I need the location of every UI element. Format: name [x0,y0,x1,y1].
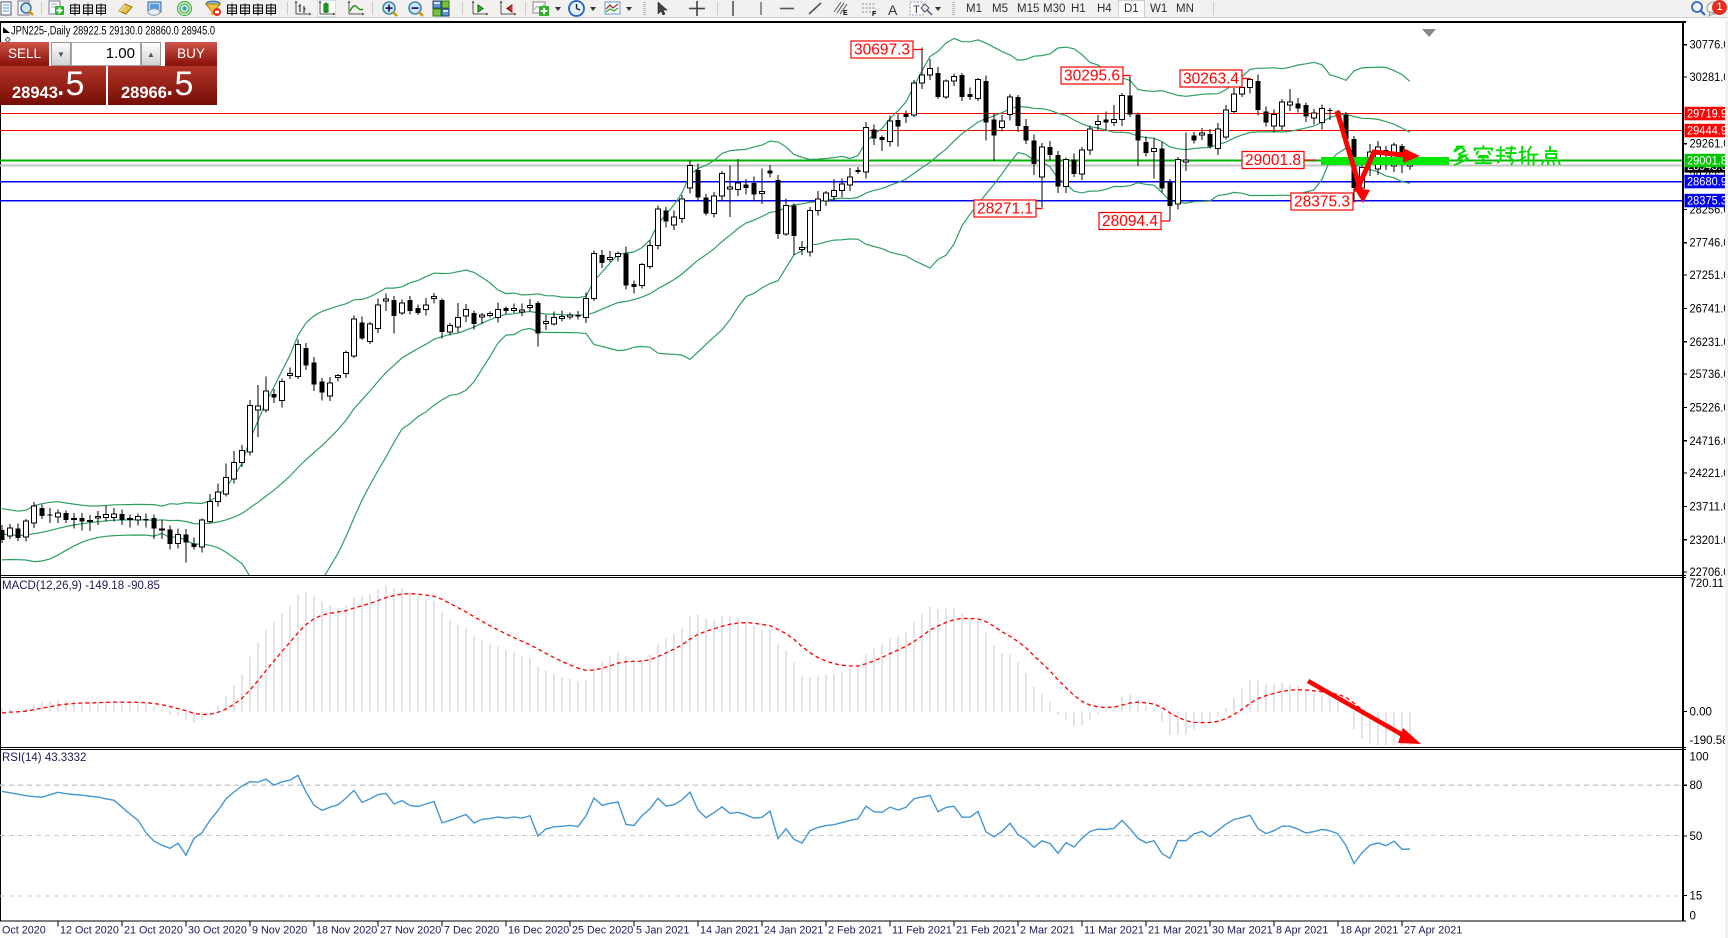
svg-text:21 Oct 2020: 21 Oct 2020 [124,925,183,937]
svg-text:28271.1: 28271.1 [977,201,1033,218]
svg-text:29261.0: 29261.0 [1690,139,1728,151]
svg-text:18 Apr 2021: 18 Apr 2021 [1340,925,1398,937]
svg-text:7 Dec 2020: 7 Dec 2020 [444,925,499,937]
svg-text:30 Oct 2020: 30 Oct 2020 [188,925,247,937]
svg-text:T: T [913,4,920,16]
svg-text:18 Nov 2020: 18 Nov 2020 [316,925,377,937]
svg-text:23201.0: 23201.0 [1690,535,1728,547]
svg-text:30263.4: 30263.4 [1183,71,1239,88]
svg-text:25736.0: 25736.0 [1690,369,1728,381]
svg-text:100: 100 [1690,752,1709,764]
svg-text:29001.8: 29001.8 [1687,156,1727,168]
svg-text:28375.3: 28375.3 [1294,194,1350,211]
svg-text:8 Apr 2021: 8 Apr 2021 [1276,925,1328,937]
svg-text:30295.6: 30295.6 [1064,68,1120,85]
svg-text:26741.0: 26741.0 [1690,303,1728,315]
svg-text:720.11: 720.11 [1690,578,1724,590]
svg-text:27251.0: 27251.0 [1690,270,1728,282]
svg-text:23711.0: 23711.0 [1690,502,1728,514]
svg-text:27 Nov 2020: 27 Nov 2020 [380,925,441,937]
svg-text:F: F [872,11,877,17]
svg-text:28680.9: 28680.9 [1687,177,1727,189]
svg-text:0.00: 0.00 [1690,707,1712,719]
svg-text:9 Nov 2020: 9 Nov 2020 [252,925,307,937]
svg-text:25 Dec 2020: 25 Dec 2020 [572,925,633,937]
svg-text:24221.0: 24221.0 [1690,468,1728,480]
svg-text:27746.0: 27746.0 [1690,238,1728,250]
svg-text:28094.4: 28094.4 [1102,213,1158,230]
svg-text:30 Mar 2021: 30 Mar 2021 [1212,925,1273,937]
svg-text:MACD(12,26,9) -149.18 -90.85: MACD(12,26,9) -149.18 -90.85 [2,580,160,592]
svg-text:2 Feb 2021: 2 Feb 2021 [828,925,883,937]
svg-text:22706.0: 22706.0 [1690,567,1728,579]
svg-text:11 Mar 2021: 11 Mar 2021 [1084,925,1144,937]
svg-text:0: 0 [1690,911,1696,923]
svg-text:29444.9: 29444.9 [1687,126,1727,138]
svg-text:28375.3: 28375.3 [1687,196,1727,208]
svg-text:21 Mar 2021: 21 Mar 2021 [1148,925,1209,937]
svg-text:24716.0: 24716.0 [1690,436,1728,448]
svg-text:Oct 2020: Oct 2020 [2,925,46,937]
svg-text:-190.58: -190.58 [1690,735,1728,747]
svg-text:30697.3: 30697.3 [854,42,910,59]
svg-text:JPN225-,Daily 28922.5 29130.0: JPN225-,Daily 28922.5 29130.0 28860.0 28… [11,26,215,38]
svg-text:2 Mar 2021: 2 Mar 2021 [1020,925,1075,937]
svg-text:11 Feb 2021: 11 Feb 2021 [892,925,952,937]
svg-text:5 Jan 2021: 5 Jan 2021 [636,925,689,937]
svg-text:26231.0: 26231.0 [1690,337,1728,349]
svg-text:16 Dec 2020: 16 Dec 2020 [508,925,569,937]
svg-text:21 Feb 2021: 21 Feb 2021 [956,925,1017,937]
svg-text:29001.8: 29001.8 [1245,152,1301,169]
svg-text:E: E [843,10,848,17]
svg-text:80: 80 [1690,780,1703,792]
svg-text:50: 50 [1690,831,1703,843]
svg-text:25226.0: 25226.0 [1690,402,1728,414]
svg-text:12 Oct 2020: 12 Oct 2020 [60,925,119,937]
svg-text:28256.0: 28256.0 [1690,204,1728,216]
svg-text:15: 15 [1690,890,1703,902]
svg-text:27 Apr 2021: 27 Apr 2021 [1404,925,1462,937]
svg-text:14 Jan 2021: 14 Jan 2021 [700,925,759,937]
svg-text:29719.9: 29719.9 [1687,109,1727,121]
svg-text:30776.0: 30776.0 [1690,40,1728,52]
svg-text:30281.0: 30281.0 [1690,72,1728,84]
svg-text:RSI(14) 43.3332: RSI(14) 43.3332 [2,752,86,764]
svg-text:24 Jan 2021: 24 Jan 2021 [764,925,823,937]
